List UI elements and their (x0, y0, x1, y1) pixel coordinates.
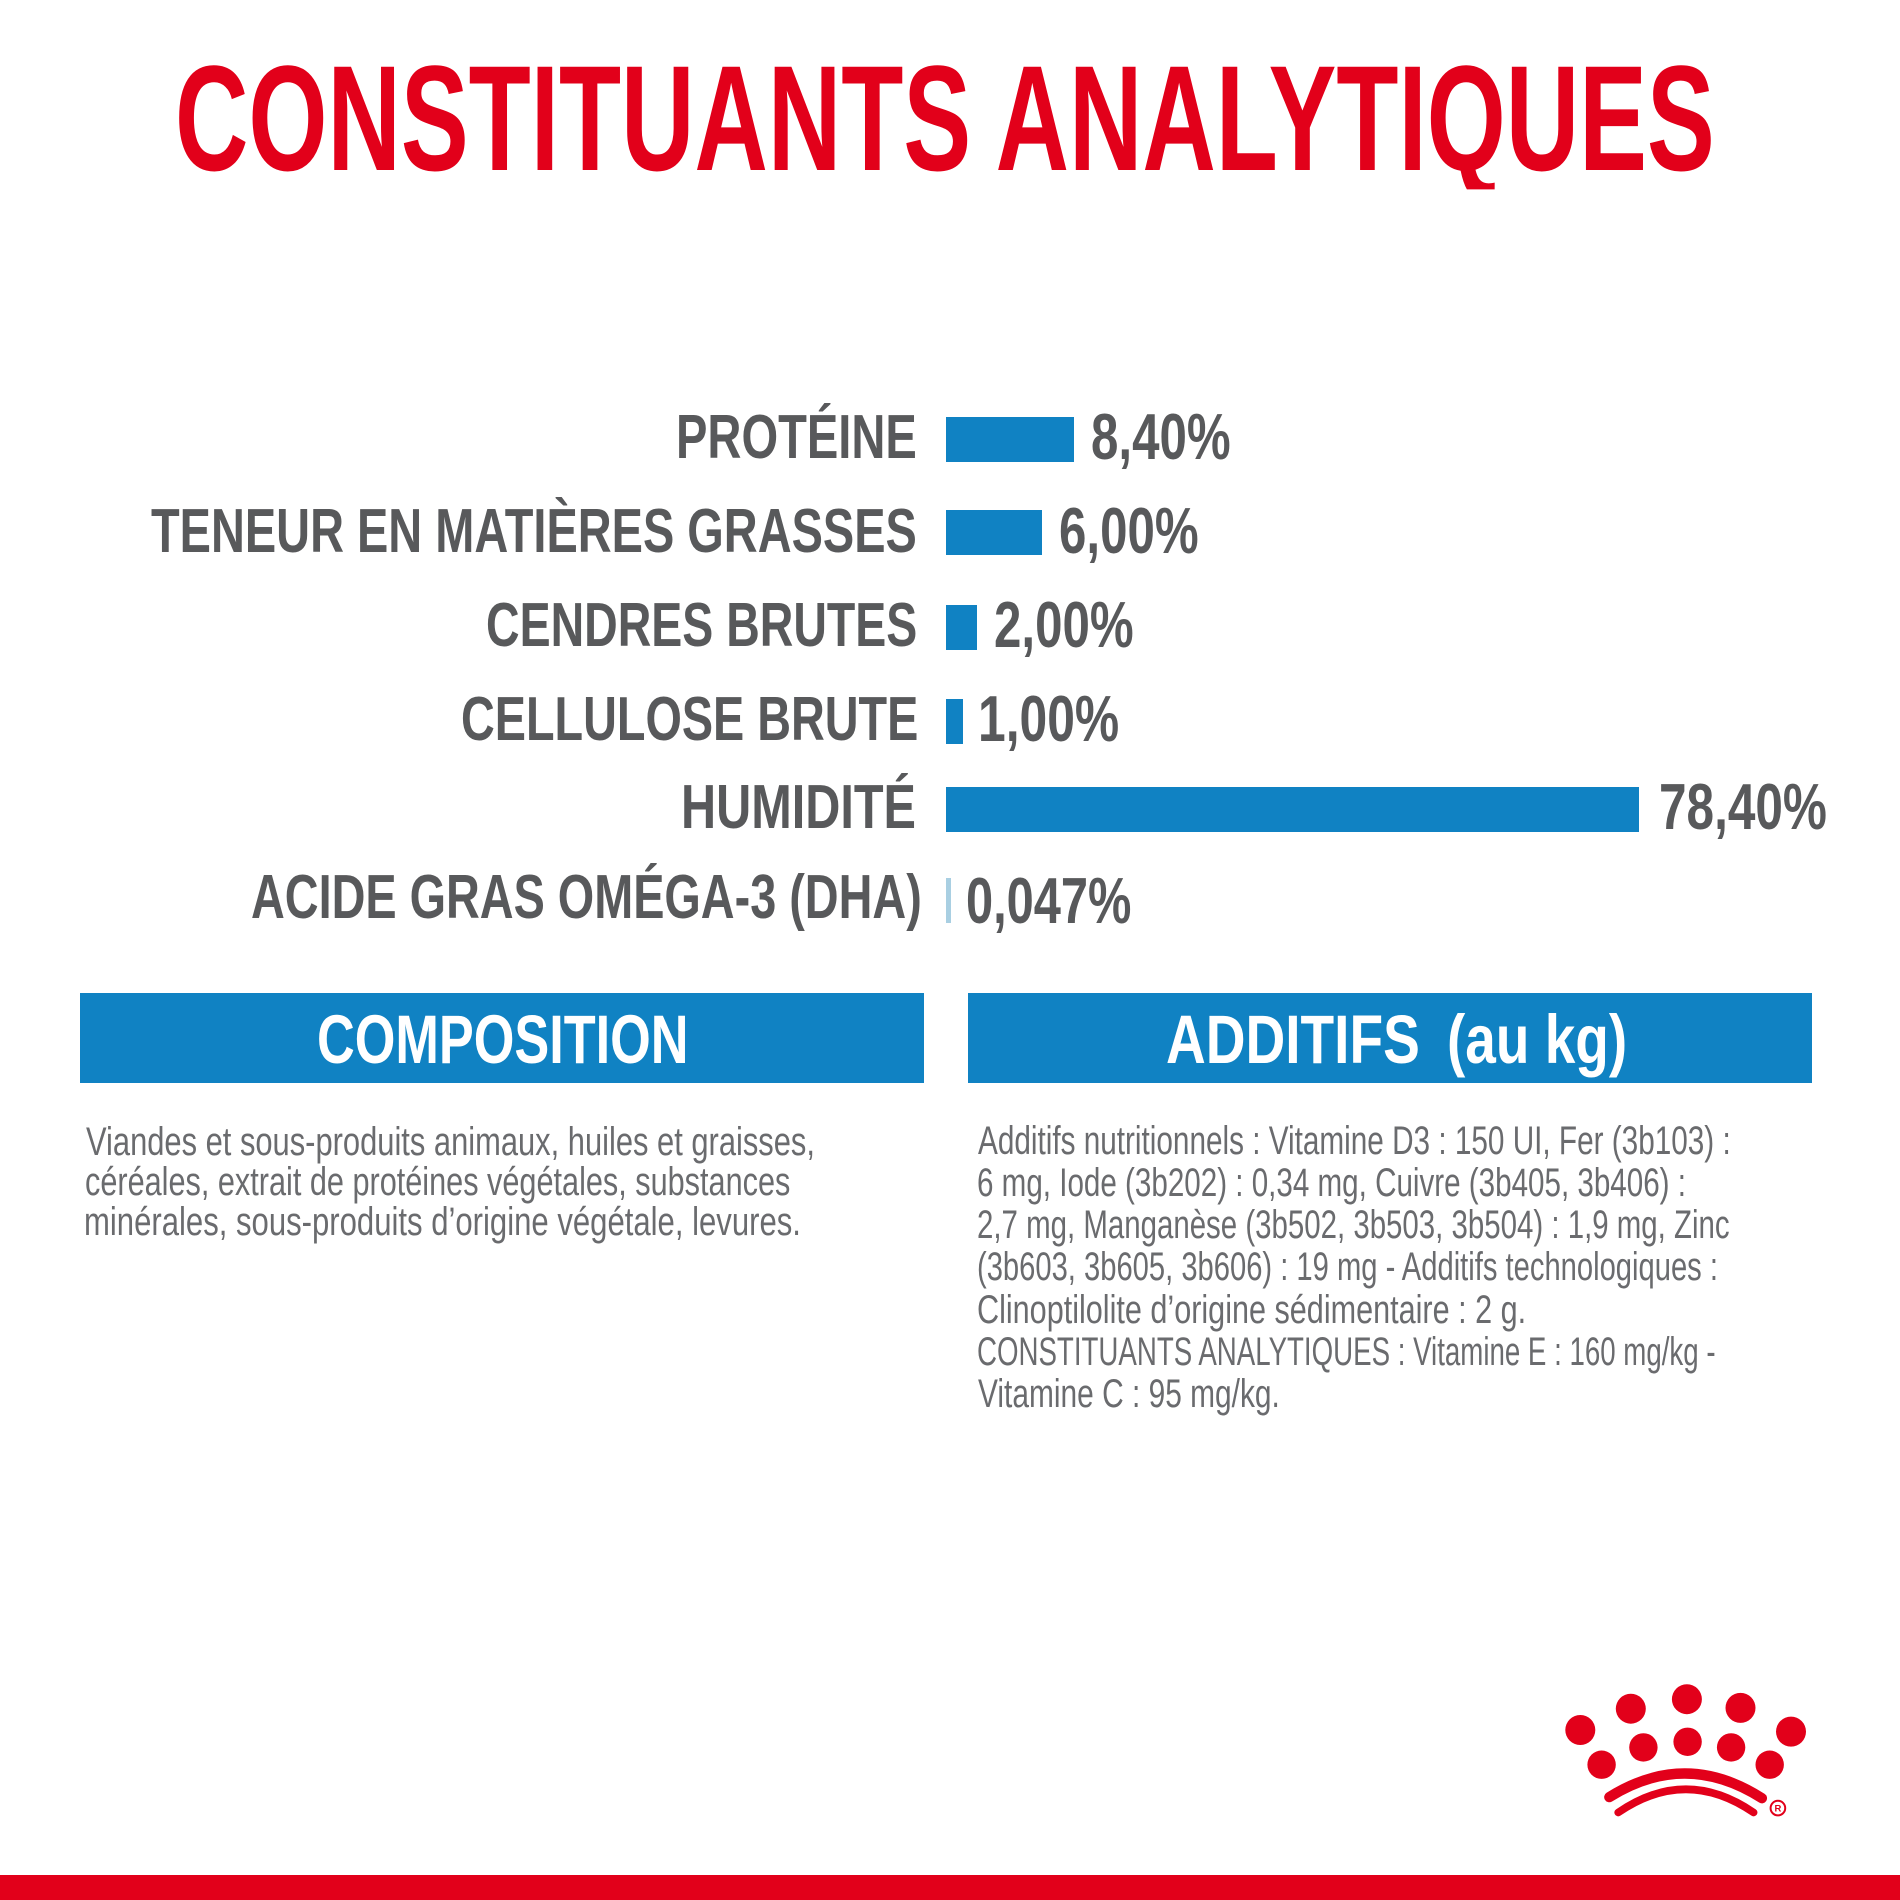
svg-text:R: R (1774, 1803, 1781, 1814)
